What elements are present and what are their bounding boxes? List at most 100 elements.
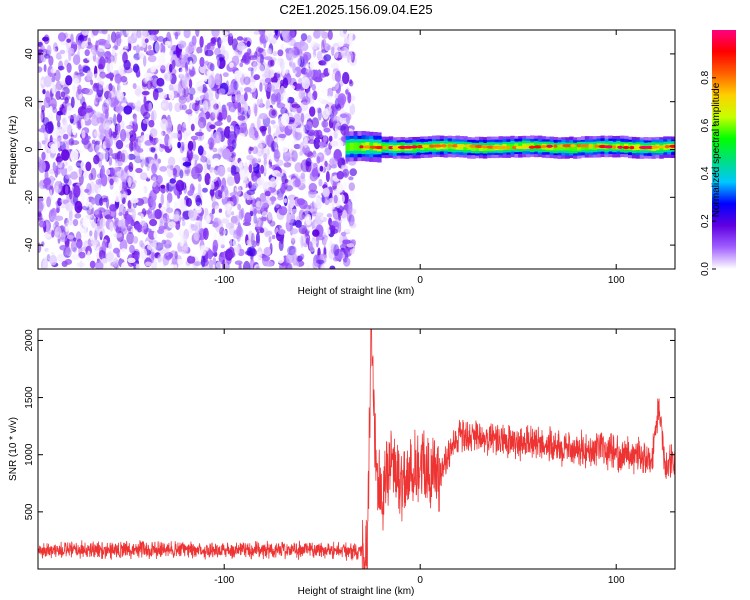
- noise-cell: [67, 165, 73, 172]
- noise-cell: [168, 101, 173, 112]
- x-tick-label: 100: [608, 575, 625, 586]
- noise-cell: [203, 143, 210, 150]
- noise-cell: [240, 207, 245, 219]
- band-peak: [506, 146, 511, 150]
- noise-cell: [67, 124, 73, 137]
- band-cell: [584, 144, 590, 151]
- noise-cell: [249, 220, 257, 228]
- noise-cell: [188, 45, 193, 53]
- noise-cell: [133, 116, 137, 125]
- noise-cell: [243, 260, 251, 269]
- noise-cell: [115, 104, 123, 114]
- noise-cell: [298, 77, 303, 85]
- noise-cell: [121, 102, 127, 107]
- noise-cell: [162, 172, 169, 181]
- noise-cell: [322, 237, 331, 249]
- noise-cell: [120, 218, 126, 229]
- noise-cell: [42, 117, 50, 126]
- noise-cell: [185, 109, 193, 115]
- noise-cell: [169, 178, 177, 184]
- noise-cell: [215, 88, 220, 100]
- noise-cell: [94, 97, 100, 107]
- noise-cell: [271, 93, 279, 102]
- noise-cell: [232, 156, 237, 166]
- noise-cell: [229, 32, 233, 37]
- noise-cell: [214, 73, 221, 86]
- noise-cell: [316, 156, 321, 164]
- noise-cell: [255, 54, 265, 63]
- noise-cell: [109, 61, 116, 74]
- noise-cell: [114, 151, 123, 164]
- noise-cell: [309, 171, 318, 182]
- noise-cell: [307, 91, 312, 103]
- noise-cell: [116, 33, 122, 47]
- noise-cell: [348, 182, 355, 191]
- noise-cell: [278, 133, 287, 139]
- noise-cell: [160, 65, 166, 74]
- noise-cell: [139, 172, 148, 181]
- noise-cell: [94, 229, 98, 242]
- noise-cell: [123, 84, 128, 90]
- noise-cell: [151, 163, 157, 175]
- noise-cell: [113, 232, 123, 238]
- noise-cell: [248, 246, 256, 257]
- noise-cell: [181, 216, 185, 222]
- noise-cell: [234, 94, 243, 103]
- noise-cell: [312, 90, 318, 101]
- noise-cell: [89, 230, 93, 237]
- noise-cell: [231, 31, 238, 36]
- noise-cell: [340, 46, 350, 59]
- noise-cell: [159, 217, 167, 224]
- noise-cell: [107, 57, 112, 64]
- noise-cell: [57, 253, 66, 263]
- noise-cell: [51, 230, 55, 238]
- noise-cell: [104, 108, 109, 120]
- noise-cell: [65, 202, 74, 212]
- noise-cell: [282, 146, 288, 153]
- noise-cell: [231, 125, 240, 131]
- noise-cell: [121, 120, 125, 129]
- noise-cell: [307, 151, 314, 159]
- noise-cell: [262, 255, 271, 262]
- noise-cell: [155, 138, 163, 144]
- noise-cell: [267, 124, 272, 136]
- noise-cell: [88, 173, 94, 181]
- noise-cell: [308, 131, 315, 141]
- band-cell: [569, 145, 574, 151]
- noise-cell: [103, 209, 112, 219]
- noise-cell: [342, 168, 350, 178]
- noise-cell: [325, 171, 330, 183]
- noise-cell: [182, 121, 192, 129]
- noise-cell: [209, 188, 215, 197]
- noise-cell: [223, 230, 227, 235]
- noise-cell: [263, 157, 267, 167]
- noise-cell: [292, 113, 302, 126]
- noise-cell: [336, 170, 344, 180]
- noise-cell: [135, 167, 143, 174]
- noise-cell: [217, 36, 222, 49]
- band-cell: [557, 144, 562, 151]
- noise-cell: [314, 201, 322, 210]
- noise-cell: [95, 144, 100, 153]
- noise-cell: [49, 106, 53, 114]
- noise-cell: [162, 45, 166, 54]
- noise-cell: [154, 260, 164, 268]
- band-cell: [561, 144, 566, 151]
- noise-cell: [144, 72, 149, 82]
- noise-cell: [78, 64, 82, 72]
- noise-cell: [145, 50, 155, 56]
- noise-cell: [278, 206, 288, 216]
- noise-cell: [134, 223, 143, 231]
- noise-cell: [124, 130, 133, 137]
- snr-y-axis-label: SNR (10 * v/v): [8, 417, 19, 481]
- noise-cell: [74, 71, 78, 76]
- noise-cell: [143, 228, 152, 233]
- spectrogram-panel: -100 0 100 -40 -20 0 20 40 Height of straight l…: [8, 29, 676, 297]
- noise-cell: [123, 105, 133, 115]
- noise-cell: [99, 230, 103, 241]
- band-peak: [432, 144, 443, 148]
- noise-cell: [259, 113, 268, 120]
- noise-cell: [86, 183, 92, 196]
- noise-cell: [308, 239, 316, 252]
- noise-cell: [311, 211, 318, 217]
